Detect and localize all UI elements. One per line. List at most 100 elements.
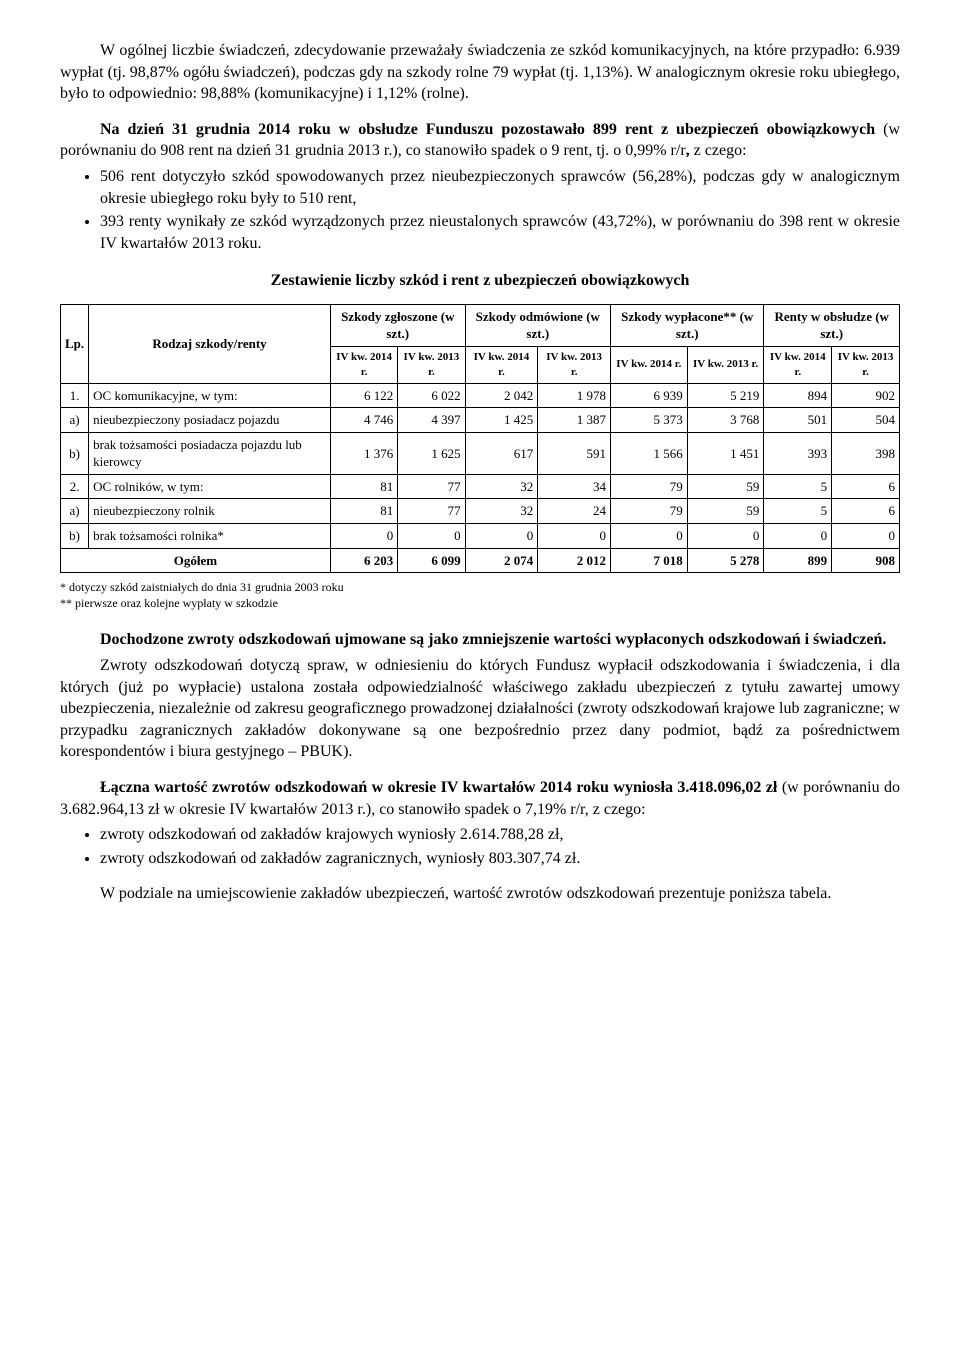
sub-header: IV kw. 2013 r. bbox=[832, 347, 900, 384]
cell-value: 2 042 bbox=[465, 383, 538, 408]
cell-value: 0 bbox=[611, 524, 688, 549]
col-wyplacone: Szkody wypłacone** (w szt.) bbox=[611, 304, 764, 346]
cell-value: 81 bbox=[330, 474, 397, 499]
paragraph-2: Na dzień 31 grudnia 2014 roku w obsłudze… bbox=[60, 119, 900, 162]
cell-value: 5 bbox=[764, 499, 832, 524]
para2-tail: z czego: bbox=[694, 142, 747, 159]
cell-name: OC komunikacyjne, w tym: bbox=[89, 383, 331, 408]
cell-value: 591 bbox=[538, 432, 611, 474]
table-footnotes: * dotyczy szkód zaistniałych do dnia 31 … bbox=[60, 579, 900, 611]
footnote: * dotyczy szkód zaistniałych do dnia 31 … bbox=[60, 579, 900, 595]
sub-header: IV kw. 2013 r. bbox=[538, 347, 611, 384]
table-row: a)nieubezpieczony rolnik81773224795956 bbox=[61, 499, 900, 524]
cell-value: 5 219 bbox=[687, 383, 764, 408]
para3-bold: Dochodzone zwroty odszkodowań ujmowane s… bbox=[100, 631, 886, 648]
cell-value: 902 bbox=[832, 383, 900, 408]
paragraph-6: W podziale na umiejscowienie zakładów ub… bbox=[60, 883, 900, 905]
cell-value: 59 bbox=[687, 474, 764, 499]
cell-value: 24 bbox=[538, 499, 611, 524]
paragraph-1: W ogólnej liczbie świadczeń, zdecydowani… bbox=[60, 40, 900, 105]
para2-bold2: , bbox=[686, 142, 694, 159]
bullet-item: 506 rent dotyczyło szkód spowodowanych p… bbox=[100, 166, 900, 209]
cell-value: 0 bbox=[832, 524, 900, 549]
cell-name: nieubezpieczony posiadacz pojazdu bbox=[89, 408, 331, 433]
col-zgloszone: Szkody zgłoszone (w szt.) bbox=[330, 304, 465, 346]
cell-value: 398 bbox=[832, 432, 900, 474]
cell-value: 32 bbox=[465, 499, 538, 524]
cell-value: 1 566 bbox=[611, 432, 688, 474]
table-row: 2.OC rolników, w tym:81773234795956 bbox=[61, 474, 900, 499]
cell-value: 81 bbox=[330, 499, 397, 524]
cell-value: 1 625 bbox=[398, 432, 465, 474]
cell-name: brak tożsamości posiadacza pojazdu lub k… bbox=[89, 432, 331, 474]
cell-value: 617 bbox=[465, 432, 538, 474]
cell-lp: 2. bbox=[61, 474, 89, 499]
cell-value: 1 978 bbox=[538, 383, 611, 408]
cell-name: nieubezpieczony rolnik bbox=[89, 499, 331, 524]
footnote: ** pierwsze oraz kolejne wypłaty w szkod… bbox=[60, 595, 900, 611]
cell-value: 4 746 bbox=[330, 408, 397, 433]
cell-total-value: 6 203 bbox=[330, 548, 397, 573]
cell-value: 1 451 bbox=[687, 432, 764, 474]
cell-value: 1 425 bbox=[465, 408, 538, 433]
paragraph-3: Dochodzone zwroty odszkodowań ujmowane s… bbox=[60, 629, 900, 651]
cell-value: 393 bbox=[764, 432, 832, 474]
bullet-list-2: zwroty odszkodowań od zakładów krajowych… bbox=[60, 824, 900, 869]
cell-value: 0 bbox=[398, 524, 465, 549]
table-row: a)nieubezpieczony posiadacz pojazdu4 746… bbox=[61, 408, 900, 433]
cell-total-value: 899 bbox=[764, 548, 832, 573]
table-row: b)brak tożsamości posiadacza pojazdu lub… bbox=[61, 432, 900, 474]
sub-header: IV kw. 2014 r. bbox=[764, 347, 832, 384]
cell-value: 0 bbox=[538, 524, 611, 549]
cell-lp: a) bbox=[61, 408, 89, 433]
paragraph-4: Zwroty odszkodowań dotyczą spraw, w odni… bbox=[60, 655, 900, 763]
cell-value: 501 bbox=[764, 408, 832, 433]
col-odmowione: Szkody odmówione (w szt.) bbox=[465, 304, 610, 346]
cell-value: 3 768 bbox=[687, 408, 764, 433]
para5-bold: Łączna wartość zwrotów odszkodowań w okr… bbox=[100, 779, 782, 796]
cell-value: 504 bbox=[832, 408, 900, 433]
cell-value: 6 939 bbox=[611, 383, 688, 408]
cell-value: 6 bbox=[832, 474, 900, 499]
bullet-list-1: 506 rent dotyczyło szkód spowodowanych p… bbox=[60, 166, 900, 254]
cell-total-value: 5 278 bbox=[687, 548, 764, 573]
cell-value: 0 bbox=[330, 524, 397, 549]
cell-name: OC rolników, w tym: bbox=[89, 474, 331, 499]
cell-value: 6 122 bbox=[330, 383, 397, 408]
cell-lp: b) bbox=[61, 432, 89, 474]
cell-value: 4 397 bbox=[398, 408, 465, 433]
cell-value: 59 bbox=[687, 499, 764, 524]
cell-value: 0 bbox=[764, 524, 832, 549]
data-table: Lp. Rodzaj szkody/renty Szkody zgłoszone… bbox=[60, 304, 900, 573]
cell-value: 5 bbox=[764, 474, 832, 499]
cell-value: 79 bbox=[611, 499, 688, 524]
cell-value: 1 376 bbox=[330, 432, 397, 474]
cell-total-value: 2 074 bbox=[465, 548, 538, 573]
paragraph-5: Łączna wartość zwrotów odszkodowań w okr… bbox=[60, 777, 900, 820]
cell-total-value: 908 bbox=[832, 548, 900, 573]
cell-total-value: 6 099 bbox=[398, 548, 465, 573]
sub-header: IV kw. 2014 r. bbox=[611, 347, 688, 384]
sub-header: IV kw. 2014 r. bbox=[465, 347, 538, 384]
sub-header: IV kw. 2013 r. bbox=[398, 347, 465, 384]
cell-value: 6 022 bbox=[398, 383, 465, 408]
bullet-item: zwroty odszkodowań od zakładów zagranicz… bbox=[100, 848, 900, 870]
cell-name: brak tożsamości rolnika* bbox=[89, 524, 331, 549]
cell-value: 0 bbox=[465, 524, 538, 549]
table-row: b)brak tożsamości rolnika*00000000 bbox=[61, 524, 900, 549]
table-row: 1.OC komunikacyjne, w tym:6 1226 0222 04… bbox=[61, 383, 900, 408]
cell-value: 6 bbox=[832, 499, 900, 524]
cell-value: 0 bbox=[687, 524, 764, 549]
bullet-item: zwroty odszkodowań od zakładów krajowych… bbox=[100, 824, 900, 846]
col-lp: Lp. bbox=[61, 304, 89, 383]
cell-total-value: 2 012 bbox=[538, 548, 611, 573]
cell-value: 77 bbox=[398, 499, 465, 524]
para2-bold: Na dzień 31 grudnia 2014 roku w obsłudze… bbox=[100, 121, 883, 138]
cell-lp: b) bbox=[61, 524, 89, 549]
cell-value: 79 bbox=[611, 474, 688, 499]
cell-value: 894 bbox=[764, 383, 832, 408]
sub-header: IV kw. 2013 r. bbox=[687, 347, 764, 384]
col-rodzaj: Rodzaj szkody/renty bbox=[89, 304, 331, 383]
table-title: Zestawienie liczby szkód i rent z ubezpi… bbox=[60, 270, 900, 292]
cell-value: 34 bbox=[538, 474, 611, 499]
